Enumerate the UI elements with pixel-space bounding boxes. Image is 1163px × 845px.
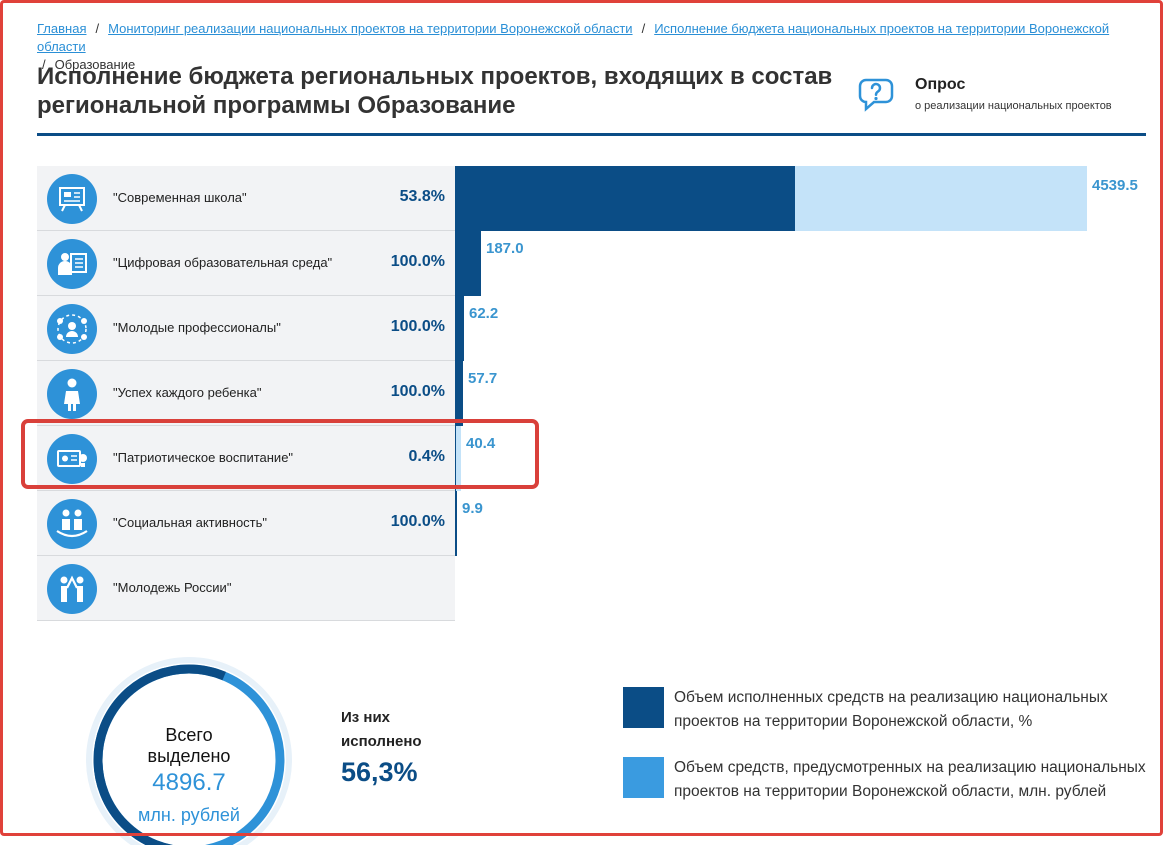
planned-value-label: 40.4 bbox=[466, 435, 496, 452]
project-row[interactable]: "Молодые профессионалы" 100.0% bbox=[37, 296, 455, 361]
executed-bar bbox=[455, 231, 481, 296]
title-divider bbox=[37, 133, 1146, 136]
patriotic-card-icon bbox=[47, 434, 97, 484]
survey-title: Опрос bbox=[915, 76, 966, 93]
professionals-network-icon bbox=[47, 304, 97, 354]
school-board-icon bbox=[47, 174, 97, 224]
total-label-2: выделено bbox=[147, 746, 231, 766]
breadcrumb-budget-link[interactable]: Исполнение бюджета национальных проектов… bbox=[37, 21, 1110, 54]
child-icon bbox=[47, 369, 97, 419]
legend-swatch-planned bbox=[623, 757, 664, 798]
breadcrumb-separator: / bbox=[42, 57, 46, 72]
budget-bar-chart: 4539.5 187.0 62.2 57.7 40.4 9.9 bbox=[455, 166, 1155, 621]
legend-planned: Объем средств, предусмотренных на реализ… bbox=[623, 756, 1153, 804]
project-percent: 100.0% bbox=[390, 253, 445, 270]
project-row[interactable]: "Современная школа" 53.8% bbox=[37, 166, 455, 231]
planned-value-label: 62.2 bbox=[469, 305, 499, 322]
project-percent: 100.0% bbox=[390, 318, 445, 335]
legend: Объем исполненных средств на реализацию … bbox=[623, 686, 1153, 804]
page-title: Исполнение бюджета региональных проектов… bbox=[37, 63, 833, 119]
project-row[interactable]: "Молодежь России" bbox=[37, 556, 455, 621]
executed-bar bbox=[455, 166, 795, 231]
breadcrumb-monitoring-link[interactable]: Мониторинг реализации национальных проек… bbox=[108, 21, 633, 36]
project-name: "Социальная активность" bbox=[113, 515, 268, 530]
project-row[interactable]: "Патриотическое воспитание" 0.4% bbox=[37, 426, 455, 491]
executed-bar bbox=[455, 361, 463, 426]
planned-value-label: 9.9 bbox=[462, 500, 483, 517]
total-gauge: Всего выделено 4896.7 млн. рублей bbox=[84, 655, 294, 845]
total-value: 4896.7 bbox=[152, 769, 226, 796]
breadcrumb: Главная / Мониторинг реализации национальн… bbox=[37, 20, 1152, 74]
planned-value-label: 4539.5 bbox=[1092, 177, 1138, 194]
project-percent: 100.0% bbox=[390, 383, 445, 400]
project-row[interactable]: "Социальная активность" 100.0% bbox=[37, 491, 455, 556]
planned-value-label: 57.7 bbox=[468, 370, 498, 387]
digital-teacher-icon bbox=[47, 239, 97, 289]
breadcrumb-current: Образование bbox=[54, 57, 136, 72]
question-chat-icon bbox=[858, 78, 894, 112]
total-unit: млн. рублей bbox=[138, 805, 240, 825]
project-percent: 0.4% bbox=[408, 448, 445, 465]
project-row[interactable]: "Успех каждого ребенка" 100.0% bbox=[37, 361, 455, 426]
project-row[interactable]: "Цифровая образовательная среда" 100.0% bbox=[37, 231, 455, 296]
social-family-icon bbox=[47, 499, 97, 549]
gauge-progress-arc bbox=[93, 664, 285, 845]
project-percent: 53.8% bbox=[399, 188, 445, 205]
executed-bar bbox=[455, 296, 464, 361]
executed-bar bbox=[455, 491, 457, 556]
breadcrumb-home-link[interactable]: Главная bbox=[37, 21, 87, 36]
gauge-ring bbox=[86, 657, 292, 845]
executed-bar bbox=[455, 426, 456, 491]
project-percent: 100.0% bbox=[390, 513, 445, 530]
executed-label: Из них исполнено bbox=[341, 709, 422, 750]
legend-planned-text: Объем средств, предусмотренных на реализ… bbox=[674, 759, 1146, 800]
survey-subtitle: о реализации национальных проектов bbox=[915, 100, 1112, 112]
survey-link[interactable]: Опрос о реализации национальных проектов bbox=[858, 76, 1158, 120]
legend-swatch-executed bbox=[623, 687, 664, 728]
youth-group-icon bbox=[47, 564, 97, 614]
legend-executed: Объем исполненных средств на реализацию … bbox=[623, 686, 1153, 756]
project-list: "Современная школа" 53.8% "Цифровая обра… bbox=[37, 166, 455, 621]
planned-value-label: 187.0 bbox=[486, 240, 524, 257]
project-name: "Молодые профессионалы" bbox=[113, 320, 281, 335]
breadcrumb-separator: / bbox=[95, 21, 100, 36]
planned-bar bbox=[455, 426, 461, 491]
project-name: "Цифровая образовательная среда" bbox=[113, 255, 333, 270]
project-name: "Современная школа" bbox=[113, 190, 247, 205]
legend-executed-text: Объем исполненных средств на реализацию … bbox=[674, 689, 1108, 730]
project-name: "Успех каждого ребенка" bbox=[113, 385, 262, 400]
executed-value: 56,3% bbox=[341, 757, 418, 787]
project-name: "Молодежь России" bbox=[113, 580, 232, 595]
project-name: "Патриотическое воспитание" bbox=[113, 450, 294, 465]
breadcrumb-separator: / bbox=[641, 21, 646, 36]
total-label: Всего bbox=[165, 725, 213, 745]
